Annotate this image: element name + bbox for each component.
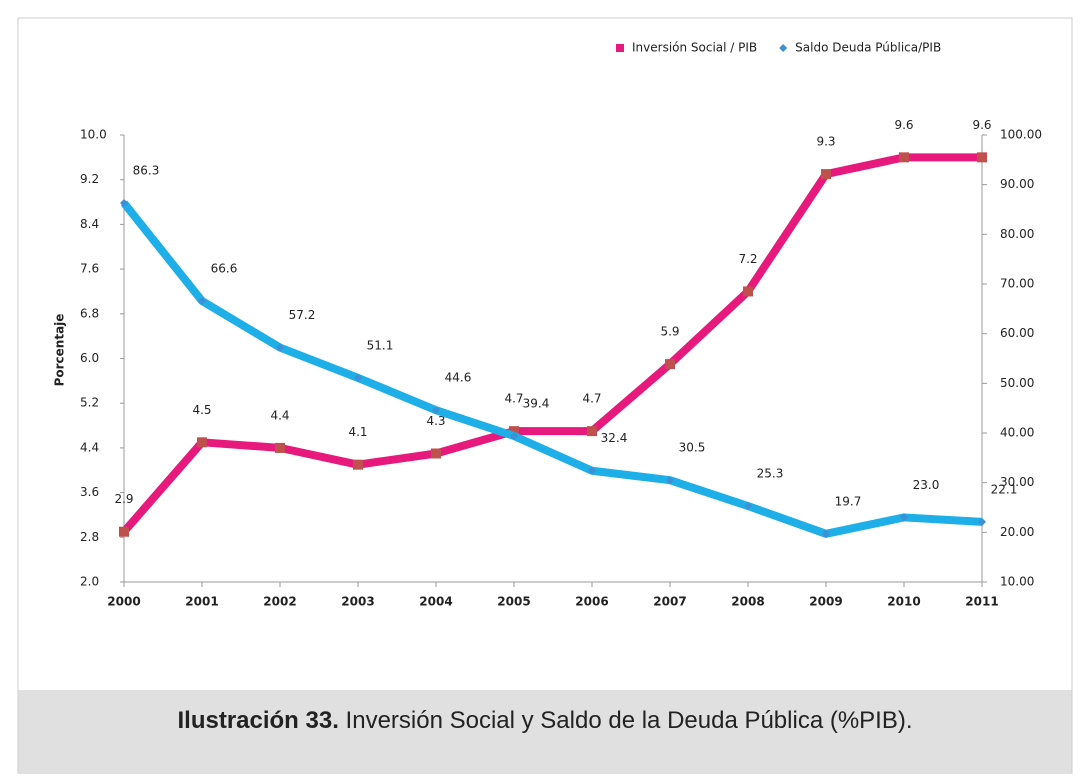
x-tick-label: 2000	[107, 595, 140, 609]
y-tick-label: 2.8	[80, 530, 99, 544]
y-tick-label: 3.6	[80, 485, 99, 499]
x-tick-label: 2011	[965, 595, 998, 609]
caption-label: Ilustración 33.	[177, 707, 338, 734]
y2-tick-label: 10.00	[1000, 575, 1034, 589]
y2-tick-label: 80.00	[1000, 227, 1034, 241]
marker	[276, 343, 284, 352]
y2-tick-label: 50.00	[1000, 376, 1034, 390]
series-line	[120, 200, 983, 538]
x-tick-label: 2009	[809, 595, 842, 609]
marker	[821, 169, 831, 180]
data-label: 4.5	[192, 403, 211, 417]
data-label: 57.2	[289, 308, 316, 322]
marker	[198, 296, 206, 305]
y-tick-label: 2.0	[80, 575, 99, 589]
data-label: 32.4	[601, 431, 628, 445]
y2-tick-label: 100.00	[1000, 128, 1042, 142]
marker	[353, 459, 363, 470]
data-label: 86.3	[133, 164, 160, 178]
marker	[744, 502, 752, 511]
caption: Ilustración 33. Inversión Social y Saldo…	[177, 707, 912, 734]
marker	[432, 406, 440, 415]
data-label: 44.6	[445, 371, 472, 385]
y2-tick-label: 60.00	[1000, 326, 1034, 340]
marker	[978, 517, 986, 526]
x-tick-label: 2004	[419, 595, 452, 609]
marker	[197, 437, 207, 448]
y2-tick-label: 20.00	[1000, 525, 1034, 539]
marker	[588, 466, 596, 475]
marker	[120, 199, 128, 208]
data-label: 5.9	[660, 325, 679, 339]
y-tick-label: 8.4	[80, 217, 99, 231]
y2-tick-label: 70.00	[1000, 277, 1034, 291]
marker	[899, 152, 909, 163]
data-label: 39.4	[523, 396, 550, 410]
marker	[431, 448, 441, 459]
marker	[275, 442, 285, 453]
x-tick-label: 2003	[341, 595, 374, 609]
data-label: 2.9	[114, 492, 133, 506]
marker	[977, 152, 987, 163]
y2-tick-label: 90.00	[1000, 177, 1034, 191]
x-tick-label: 2010	[887, 595, 920, 609]
x-tick-label: 2006	[575, 595, 608, 609]
y-tick-label: 5.2	[80, 396, 99, 410]
data-label: 4.7	[582, 392, 601, 406]
marker	[510, 431, 518, 440]
data-label: 4.3	[426, 414, 445, 428]
y2-tick-label: 30.00	[1000, 475, 1034, 489]
data-label: 4.7	[504, 392, 523, 406]
data-label: 9.6	[894, 118, 913, 132]
x-tick-label: 2008	[731, 595, 764, 609]
data-label: 9.3	[816, 135, 835, 149]
x-tick-label: 2007	[653, 595, 686, 609]
legend-marker	[616, 44, 624, 52]
y-tick-label: 6.0	[80, 351, 99, 365]
data-label: 4.1	[348, 425, 367, 439]
y2-tick-label: 40.00	[1000, 426, 1034, 440]
marker	[587, 426, 597, 437]
y-axis-title: Porcentaje	[53, 314, 67, 387]
data-label: 4.4	[270, 408, 289, 422]
caption-band	[18, 690, 1072, 774]
y-tick-label: 9.2	[80, 172, 99, 186]
data-label: 51.1	[367, 338, 394, 352]
marker	[509, 426, 519, 437]
data-label: 9.6	[972, 118, 991, 132]
frame	[17, 17, 1073, 774]
marker	[822, 529, 830, 538]
marker	[743, 286, 753, 297]
marker	[666, 476, 674, 485]
legend-label: Inversión Social / PIB	[632, 41, 757, 55]
data-label: 25.3	[757, 467, 784, 481]
x-tick-label: 2002	[263, 595, 296, 609]
data-label: 66.6	[211, 261, 238, 275]
data-label: 30.5	[679, 441, 706, 455]
series-line	[120, 153, 982, 535]
y-tick-label: 10.0	[80, 128, 107, 142]
data-label: 22.1	[991, 482, 1018, 496]
x-tick-label: 2005	[497, 595, 530, 609]
data-label: 19.7	[835, 494, 862, 508]
marker	[119, 526, 129, 537]
y-tick-label: 7.6	[80, 262, 99, 276]
marker	[354, 373, 362, 382]
marker	[665, 359, 675, 370]
data-label: 23.0	[913, 478, 940, 492]
caption-text	[339, 707, 346, 734]
data-label: 7.2	[738, 252, 757, 266]
legend-label: Saldo Deuda Pública/PIB	[795, 41, 941, 55]
legend-marker	[779, 44, 788, 52]
y-tick-label: 6.8	[80, 306, 99, 320]
marker	[900, 513, 908, 522]
caption-text: Inversión Social y Saldo de la Deuda Púb…	[346, 707, 913, 734]
y-tick-label: 4.4	[80, 440, 99, 454]
x-tick-label: 2001	[185, 595, 218, 609]
